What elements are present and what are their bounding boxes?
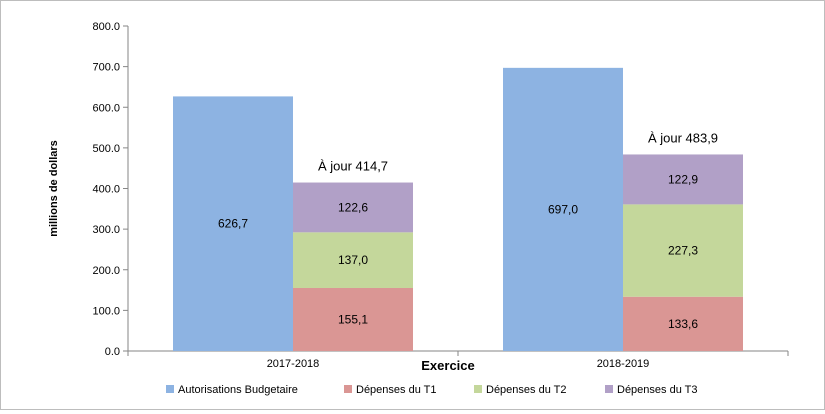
legend: Autorisations Budgetaire Dépenses du T1 Dé…: [166, 384, 698, 396]
y-axis-title: millions de dollars: [48, 140, 60, 237]
bar-segment: [293, 232, 413, 288]
axes: 0.0 100.0 200.0 300.0 400.0 500.0 600.0 700.0 80…: [92, 21, 789, 370]
legend-label: Dépenses du T3: [617, 384, 698, 396]
total-label: À jour 414,7: [318, 159, 388, 174]
legend-swatch: [344, 385, 352, 393]
data-label: 626,7: [218, 217, 248, 231]
data-label: 697,0: [548, 202, 578, 216]
data-labels: 626,7 155,1 137,0 122,6 À jour 414,7 697,0 133…: [218, 130, 718, 330]
legend-label: Dépenses du T2: [486, 384, 567, 396]
data-label: 137,0: [338, 253, 368, 267]
x-axis-title: Exercice: [421, 358, 475, 373]
legend-label: Autorisations Budgetaire: [178, 384, 298, 396]
y-tick-label: 600.0: [92, 102, 120, 114]
y-tick-label: 0.0: [105, 346, 120, 358]
y-tick-label: 100.0: [92, 305, 120, 317]
bar-segment: [293, 182, 413, 233]
y-tick-label: 300.0: [92, 224, 120, 236]
bars: [173, 67, 743, 351]
total-label: À jour 483,9: [648, 130, 718, 145]
data-label: 227,3: [668, 244, 698, 258]
y-tick-label: 500.0: [92, 143, 120, 155]
x-tick-label: 2018-2019: [597, 358, 650, 370]
bar-segment: [623, 296, 743, 351]
bar-segment: [293, 287, 413, 351]
bar-segment: [173, 96, 293, 351]
y-tick-label: 800.0: [92, 21, 120, 33]
y-tick-label: 700.0: [92, 62, 120, 74]
data-label: 155,1: [338, 312, 368, 326]
y-tick-label: 400.0: [92, 184, 120, 196]
bar-segment: [623, 204, 743, 297]
x-tick-label: 2017-2018: [267, 358, 320, 370]
data-label: 133,6: [668, 317, 698, 331]
legend-swatch: [605, 385, 613, 393]
y-tick-label: 200.0: [92, 265, 120, 277]
legend-swatch: [474, 385, 482, 393]
legend-label: Dépenses du T1: [356, 384, 437, 396]
data-label: 122,6: [338, 200, 368, 214]
legend-swatch: [166, 385, 174, 393]
bar-segment: [503, 67, 623, 351]
bar-segment: [623, 154, 743, 205]
data-label: 122,9: [668, 172, 698, 186]
